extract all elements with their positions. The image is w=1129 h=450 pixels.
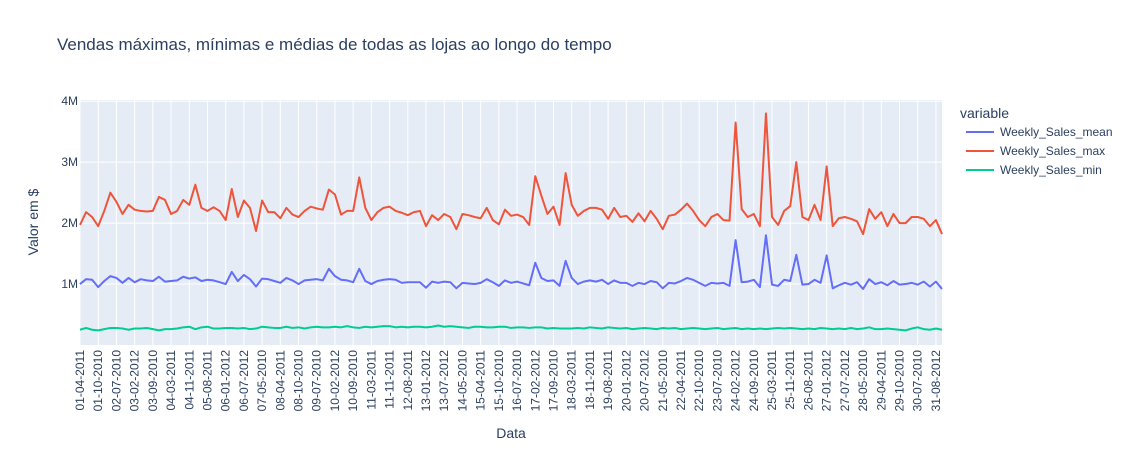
x-tick-label: 03-09-2010: [146, 350, 160, 412]
x-tick-label: 20-07-2012: [638, 350, 652, 412]
x-tick-label: 13-01-2012: [419, 350, 433, 412]
y-tick-label: 3M: [61, 155, 78, 169]
x-tick-label: 02-07-2010: [109, 350, 123, 412]
x-tick-label: 19-08-2011: [601, 350, 615, 411]
x-tick-label: 06-01-2012: [219, 350, 233, 412]
x-tick-label: 16-07-2010: [510, 350, 524, 412]
x-tick-label: 18-11-2011: [583, 350, 597, 410]
x-tick-label: 22-10-2010: [692, 350, 706, 412]
x-tick-label: 17-09-2010: [546, 350, 560, 412]
x-tick-label: 14-05-2010: [455, 350, 469, 412]
legend-label: Weekly_Sales_max: [1000, 144, 1105, 158]
x-tick-label: 30-07-2010: [911, 350, 925, 412]
legend-label: Weekly_Sales_mean: [1000, 125, 1113, 139]
plot-area: [80, 100, 942, 345]
x-tick-label: 23-07-2010: [710, 350, 724, 412]
x-tick-label: 08-04-2011: [273, 350, 287, 411]
x-tick-label: 27-07-2012: [838, 350, 852, 412]
legend-label: Weekly_Sales_min: [1000, 163, 1102, 177]
x-tick-label: 20-01-2012: [619, 350, 633, 412]
x-tick-label: 06-07-2012: [237, 350, 251, 412]
x-tick-label: 25-03-2011: [765, 350, 779, 411]
x-tick-label: 25-11-2011: [783, 350, 797, 410]
x-tick-label: 04-03-2011: [164, 350, 178, 411]
x-tick-label: 08-10-2010: [292, 350, 306, 412]
x-tick-label: 13-07-2012: [437, 350, 451, 412]
x-tick-label: 03-02-2012: [128, 350, 142, 412]
x-tick-label: 28-05-2010: [856, 350, 870, 412]
y-tick-label: 2M: [61, 216, 78, 230]
x-tick-label: 15-04-2011: [474, 350, 488, 411]
chart-title: Vendas máximas, mínimas e médias de toda…: [57, 35, 612, 54]
x-tick-label: 12-08-2011: [401, 350, 415, 411]
x-tick-label: 31-08-2012: [929, 350, 943, 412]
x-tick-label: 04-11-2011: [182, 350, 196, 410]
x-tick-label: 24-02-2012: [729, 350, 743, 412]
x-tick-label: 17-02-2012: [528, 350, 542, 412]
line-series: [79, 234, 943, 290]
x-tick-label: 05-08-2011: [200, 350, 214, 411]
y-tick-label: 1M: [61, 277, 78, 291]
x-tick-label: 29-10-2010: [893, 350, 907, 412]
x-axis-title: Data: [496, 425, 526, 441]
x-tick-label: 01-04-2011: [73, 350, 87, 411]
x-tick-label: 10-02-2012: [328, 350, 342, 412]
x-tick-label: 11-03-2011: [364, 350, 378, 410]
x-tick-label: 09-07-2010: [310, 350, 324, 412]
x-tick-label: 27-01-2012: [820, 350, 834, 412]
x-tick-label: 29-04-2011: [874, 350, 888, 411]
x-tick-label: 07-05-2010: [255, 350, 269, 412]
line-series: [79, 324, 943, 332]
x-tick-label: 11-11-2011: [383, 350, 397, 409]
x-tick-label: 24-09-2010: [747, 350, 761, 412]
x-tick-label: 22-04-2011: [674, 350, 688, 411]
legend-title: variable: [960, 105, 1009, 121]
x-tick-label: 21-05-2010: [656, 350, 670, 412]
x-tick-label: 15-10-2010: [492, 350, 506, 412]
x-tick-label: 26-08-2011: [801, 350, 815, 411]
y-tick-label: 4M: [61, 94, 78, 108]
y-axis-title: Valor em $: [25, 188, 41, 255]
line-series: [79, 112, 943, 236]
x-tick-label: 10-09-2010: [346, 350, 360, 412]
x-tick-label: 01-10-2010: [91, 350, 105, 412]
x-tick-label: 18-03-2011: [565, 350, 579, 411]
